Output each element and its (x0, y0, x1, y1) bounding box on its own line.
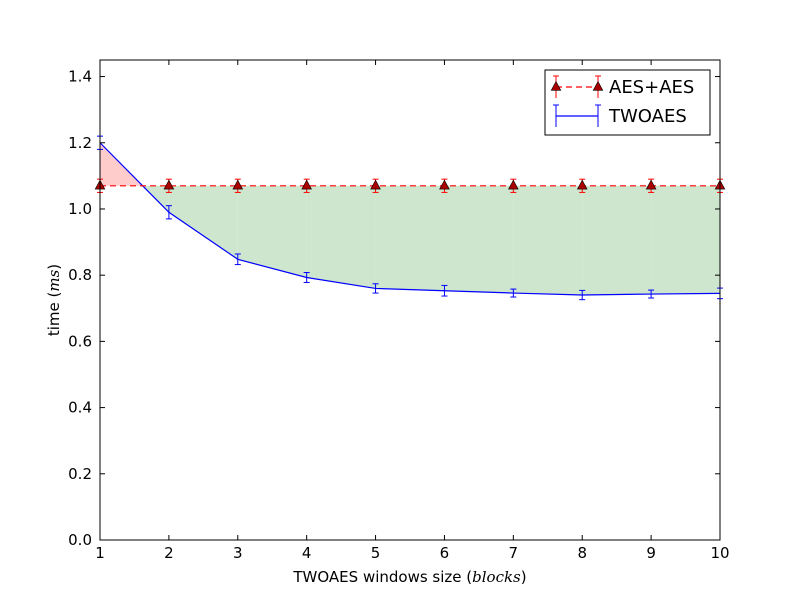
y-tick-label: 1.4 (68, 68, 92, 86)
data-point-aes-aes (508, 179, 519, 190)
x-tick-label: 9 (646, 544, 656, 562)
series-line-twoaes (99, 142, 721, 296)
data-point-aes-aes (370, 179, 381, 190)
y-axis-ticks: 0.0 0.2 0.4 0.6 0.8 1.0 1.2 1.4 (68, 68, 720, 549)
fill-segment (582, 185, 652, 296)
y-tick-label: 1.0 (68, 200, 92, 218)
y-tick-label: 0.2 (68, 465, 92, 483)
fill-segment (444, 185, 514, 294)
x-axis-label: TWOAES windows size (blocks) (292, 568, 526, 586)
fill-segment (306, 185, 376, 289)
legend-box (544, 69, 711, 136)
x-tick-label: 8 (577, 544, 587, 562)
x-axis-label-main: TWOAES windows size ( (292, 568, 472, 586)
series-twoaes (97, 135, 723, 301)
data-point-aes-aes (439, 179, 450, 190)
legend-entry-aes-aes (550, 75, 604, 98)
y-axis-label-end: ) (45, 264, 63, 270)
x-tick-label: 5 (371, 544, 381, 562)
legend-entry-twoaes (553, 104, 601, 127)
data-point-aes-aes (301, 179, 312, 190)
y-axis-label-main: time ( (45, 292, 63, 337)
x-tick-label: 4 (302, 544, 312, 562)
x-tick-label: 2 (164, 544, 174, 562)
legend-marker-aes-aes (592, 80, 604, 91)
y-tick-label: 0.0 (68, 531, 92, 549)
legend-marker-aes-aes (550, 80, 562, 91)
data-point-aes-aes (232, 179, 244, 190)
y-tick-label: 0.8 (68, 266, 92, 284)
x-axis-ticks: 1 2 3 4 5 6 7 8 9 10 (95, 60, 730, 562)
fill-segment (513, 185, 583, 296)
legend: AES+AES TWOAES (544, 69, 711, 136)
legend-label-twoaes: TWOAES (608, 106, 687, 127)
plot-frame (99, 59, 721, 541)
data-point-aes-aes (645, 179, 657, 190)
fill-segment (168, 185, 238, 260)
fill-segment (651, 185, 720, 295)
y-tick-label: 1.2 (68, 134, 92, 152)
data-point-aes-aes (163, 179, 175, 190)
x-axis-label-end: ) (521, 568, 527, 586)
fill-regions (100, 142, 720, 296)
x-axis-label-math: blocks (472, 568, 521, 586)
x-tick-label: 10 (710, 544, 729, 562)
x-tick-label: 1 (95, 544, 105, 562)
y-tick-label: 0.4 (68, 399, 92, 417)
data-point-aes-aes (576, 179, 588, 190)
x-tick-label: 7 (509, 544, 519, 562)
x-tick-label: 6 (440, 544, 450, 562)
y-axis-label: time (ms) (45, 264, 63, 336)
x-tick-label: 3 (233, 544, 243, 562)
legend-label-aes-aes: AES+AES (609, 77, 694, 98)
fill-segment (375, 185, 445, 291)
fill-segment (237, 185, 307, 278)
y-axis-label-math: ms (45, 269, 63, 291)
y-tick-label: 0.6 (68, 332, 92, 350)
